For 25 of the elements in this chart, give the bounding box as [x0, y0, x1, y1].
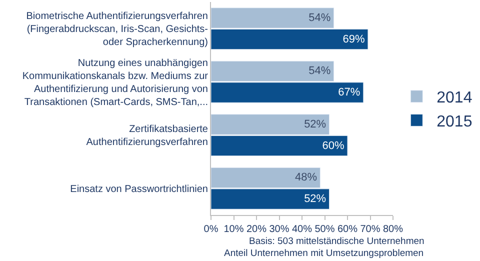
x-tick-label: 0% [204, 224, 218, 235]
text: 67% [338, 86, 360, 99]
text: 48% [294, 172, 317, 184]
text: 52% [304, 193, 326, 206]
text: 54% [308, 12, 331, 24]
x-tick-label: 30% [269, 224, 290, 235]
text: Anteil Unternehmen mit Umsetzungsproblemen [224, 248, 424, 259]
text: 54% [308, 65, 331, 78]
x-tick-label: 60% [337, 224, 358, 235]
text: Basis: 503 mittelständische Unternehmen [249, 236, 424, 247]
y-tick-label: Einsatz von Passwortrichtlinien [70, 184, 208, 195]
y-tick-label: Biometrische Authentifizierungsverfahren (Fingerabdruckscan, Iris-Scan, Gesichts- oder Spracherkennung) [26, 11, 208, 48]
y-tick-label: Nutzung eines unabhängigen Kommunikationskanals bzw. Mediums zur Authentifizierung und Autorisierung von Transaktionen (Smart-Cards, SMS-Tan,... [22, 58, 209, 108]
x-tick-label: 70% [360, 224, 380, 235]
text: 69% [342, 33, 365, 46]
x-tick-label: 50% [314, 224, 335, 235]
legend-label: 2015 [436, 113, 472, 130]
x-tick-label: 20% [246, 224, 267, 235]
x-tick-label: 40% [292, 224, 312, 235]
x-tick-label: 10% [224, 224, 244, 235]
x-tick-label: 80% [382, 224, 404, 235]
text: 60% [322, 140, 344, 152]
text: 52% [304, 118, 326, 130]
legend-label: 2014 [436, 90, 472, 107]
y-tick-label: Zertifikatsbasierte Authentifizierungsverfahren [86, 124, 208, 148]
